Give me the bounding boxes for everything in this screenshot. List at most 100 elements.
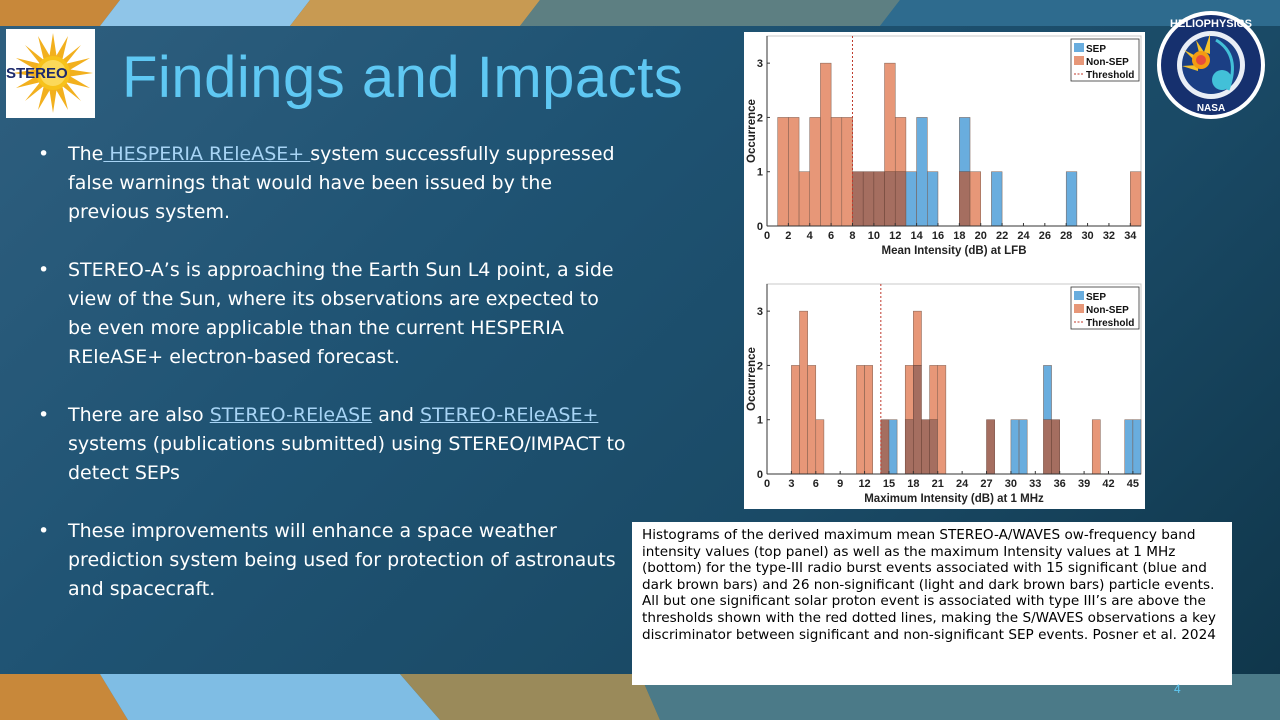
x-tick-label: 39 xyxy=(1078,478,1090,490)
x-tick-label: 22 xyxy=(996,230,1008,242)
histogram-charts: 0 2 4 6 8 10 12 14 16 18 20 22 24 26 28 30 32 340123Mean … xyxy=(746,35,1142,505)
hesperia-release-link[interactable]: HESPERIA REleASE+ xyxy=(103,143,311,165)
legend-non-sep-label: Non-SEP xyxy=(1086,57,1129,68)
overlap-bar xyxy=(1051,419,1060,475)
bullet-text: STEREO-A’s is approaching the Earth Sun … xyxy=(68,259,614,368)
overlap-bar xyxy=(862,171,875,227)
y-tick-label: 0 xyxy=(757,221,763,233)
bullet-item-stereo-release: • There are also STEREO-REleASE and STER… xyxy=(36,401,626,488)
bullet-text: system successfully suppressed false war… xyxy=(68,143,615,223)
bullet-text: The xyxy=(68,143,104,165)
x-axis-label: Maximum Intensity (dB) at 1 MHz xyxy=(864,493,1044,505)
x-tick-label: 3 xyxy=(788,478,794,490)
non-sep-bar xyxy=(807,365,817,475)
x-tick-label: 24 xyxy=(1017,230,1030,242)
x-tick-label: 6 xyxy=(828,230,834,242)
figure-caption: Histograms of the derived maximum mean S… xyxy=(632,522,1232,685)
non-sep-bar xyxy=(856,365,865,475)
non-sep-bar xyxy=(830,117,843,227)
bullet-item-hesperia: • The HESPERIA REleASE+ system successfu… xyxy=(36,140,626,227)
legend-sep-swatch xyxy=(1074,291,1084,300)
overlap-bar xyxy=(904,419,914,475)
overlap-bar xyxy=(852,171,864,227)
bullet-dot: • xyxy=(38,259,50,281)
x-tick-label: 45 xyxy=(1127,478,1139,490)
x-tick-label: 42 xyxy=(1102,478,1114,490)
legend-non-sep-swatch xyxy=(1074,56,1084,65)
nasa-logo-text: NASA xyxy=(1197,103,1225,114)
overlap-bar xyxy=(921,419,930,475)
x-tick-label: 21 xyxy=(932,478,944,490)
non-sep-bar xyxy=(929,365,938,420)
page-title: Findings and Impacts xyxy=(122,45,684,110)
sep-bar xyxy=(927,171,939,227)
x-tick-label: 9 xyxy=(837,478,843,490)
findings-bullet-list: • The HESPERIA REleASE+ system successfu… xyxy=(36,140,626,633)
stereo-logo-text: STEREO xyxy=(6,65,68,82)
overlap-bar xyxy=(884,171,896,227)
sep-bar xyxy=(916,117,928,227)
non-sep-bar xyxy=(864,365,873,475)
x-tick-label: 4 xyxy=(807,230,814,242)
x-tick-label: 12 xyxy=(889,230,901,242)
legend-sep-swatch xyxy=(1074,43,1084,52)
heliophysics-logo-text: HELIOPHYSICS xyxy=(1170,18,1252,30)
y-tick-label: 3 xyxy=(757,58,763,70)
non-sep-bar xyxy=(1130,171,1142,227)
x-tick-label: 0 xyxy=(764,478,770,490)
sep-bar xyxy=(1065,171,1078,227)
x-tick-label: 6 xyxy=(813,478,819,490)
x-tick-label: 26 xyxy=(1039,230,1051,242)
overlap-bar xyxy=(894,171,907,227)
y-tick-label: 2 xyxy=(757,360,763,372)
legend-non-sep-swatch xyxy=(1074,304,1084,313)
sep-bar xyxy=(1010,419,1020,475)
overlap-bar xyxy=(873,171,885,227)
bullet-text: These improvements will enhance a space … xyxy=(68,520,616,600)
stereo-release-link[interactable]: STEREO-REleASE xyxy=(209,404,373,426)
x-tick-label: 20 xyxy=(975,230,987,242)
x-tick-label: 30 xyxy=(1005,478,1017,490)
non-sep-bar xyxy=(937,365,947,475)
x-tick-label: 30 xyxy=(1081,230,1093,242)
non-sep-bar xyxy=(820,62,832,227)
stereo-release-plus-link[interactable]: STEREO-REleASE+ xyxy=(420,404,599,426)
x-tick-label: 28 xyxy=(1060,230,1072,242)
non-sep-bar xyxy=(799,310,808,475)
x-tick-label: 10 xyxy=(868,230,880,242)
sep-bar xyxy=(905,171,917,227)
x-tick-label: 15 xyxy=(883,478,895,490)
x-tick-label: 27 xyxy=(980,478,992,490)
page-number: 4 xyxy=(1174,682,1181,696)
x-tick-label: 18 xyxy=(907,478,919,490)
non-sep-bar xyxy=(791,365,800,475)
x-tick-label: 33 xyxy=(1029,478,1041,490)
sep-bar xyxy=(888,419,898,475)
x-tick-label: 2 xyxy=(785,230,791,242)
legend-sep-label: SEP xyxy=(1086,292,1106,303)
x-axis-label: Mean Intensity (dB) at LFB xyxy=(881,245,1026,257)
non-sep-bar xyxy=(894,117,907,172)
y-tick-label: 1 xyxy=(757,415,763,427)
overlap-bar xyxy=(959,171,971,227)
bullet-item-improvements: • These improvements will enhance a spac… xyxy=(36,517,626,604)
bullet-dot: • xyxy=(38,404,50,426)
sep-bar xyxy=(1043,365,1052,420)
y-tick-label: 0 xyxy=(757,469,763,481)
x-tick-label: 24 xyxy=(956,478,969,490)
non-sep-bar xyxy=(969,171,981,227)
overlap-bar xyxy=(1043,419,1052,475)
decorative-top-band xyxy=(0,0,1280,26)
x-tick-label: 36 xyxy=(1054,478,1066,490)
x-tick-label: 18 xyxy=(953,230,965,242)
non-sep-bar xyxy=(841,117,853,227)
overlap-bar xyxy=(913,365,922,475)
sep-bar xyxy=(1124,419,1134,475)
sep-bar xyxy=(991,171,1003,227)
bullet-dot: • xyxy=(38,143,50,165)
nasa-heliophysics-logo: HELIOPHYSICS NASA xyxy=(1156,10,1266,120)
overlap-bar xyxy=(929,419,938,475)
x-tick-label: 32 xyxy=(1103,230,1115,242)
sep-bar xyxy=(1018,419,1028,475)
x-tick-label: 12 xyxy=(858,478,870,490)
